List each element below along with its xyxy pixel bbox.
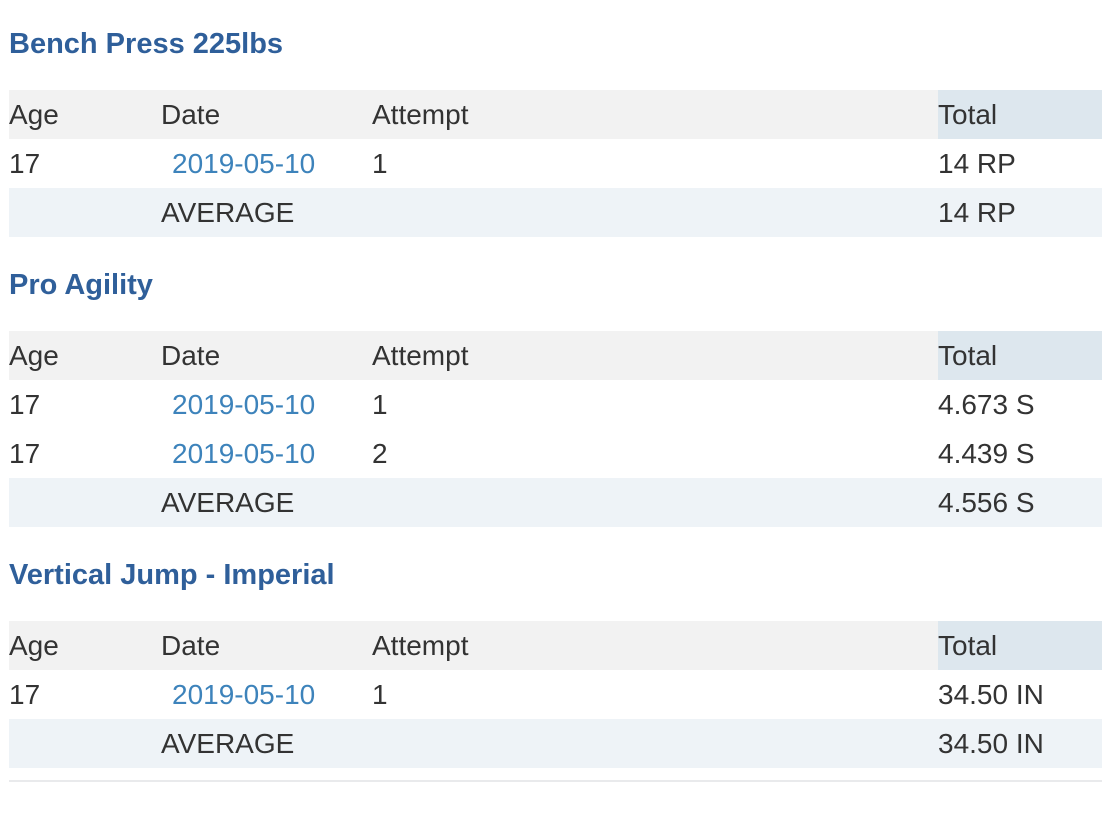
table-row: 17 2019-05-10 1 34.50 IN [9,670,1102,719]
date-link[interactable]: 2019-05-10 [172,438,316,469]
cell-age: 17 [9,380,161,429]
cell-empty [372,719,938,768]
cell-attempt: 1 [372,670,938,719]
average-row: AVERAGE 4.556 S [9,478,1102,527]
cell-age: 17 [9,670,161,719]
table-row: 17 2019-05-10 2 4.439 S [9,429,1102,478]
date-link[interactable]: 2019-05-10 [172,389,316,420]
column-header-total: Total [938,621,1102,670]
cell-age: 17 [9,139,161,188]
cell-date: 2019-05-10 [161,670,372,719]
date-link[interactable]: 2019-05-10 [172,679,316,710]
average-total: 4.556 S [938,478,1102,527]
results-table-bench-press: Age Date Attempt Total 17 2019-05-10 1 1… [9,90,1102,237]
average-row: AVERAGE 14 RP [9,188,1102,237]
section-title: Pro Agility [9,269,153,301]
average-label: AVERAGE [161,478,372,527]
average-label: AVERAGE [161,719,372,768]
section-pro-agility: Pro Agility Age Date Attempt Total 17 20… [9,237,1102,527]
table-header-row: Age Date Attempt Total [9,90,1102,139]
results-page: Bench Press 225lbs Age Date Attempt Tota… [9,0,1102,782]
column-header-attempt: Attempt [372,331,938,380]
bottom-divider [9,780,1102,782]
table-header-row: Age Date Attempt Total [9,331,1102,380]
cell-empty [9,188,161,237]
column-header-age: Age [9,90,161,139]
column-header-attempt: Attempt [372,621,938,670]
results-table-pro-agility: Age Date Attempt Total 17 2019-05-10 1 4… [9,331,1102,527]
cell-date: 2019-05-10 [161,429,372,478]
cell-empty [372,478,938,527]
section-vertical-jump: Vertical Jump - Imperial Age Date Attemp… [9,527,1102,782]
average-row: AVERAGE 34.50 IN [9,719,1102,768]
average-label: AVERAGE [161,188,372,237]
cell-total: 4.439 S [938,429,1102,478]
column-header-age: Age [9,621,161,670]
cell-age: 17 [9,429,161,478]
average-total: 34.50 IN [938,719,1102,768]
column-header-age: Age [9,331,161,380]
cell-total: 4.673 S [938,380,1102,429]
column-header-date: Date [161,90,372,139]
cell-empty [9,478,161,527]
cell-attempt: 1 [372,380,938,429]
column-header-date: Date [161,621,372,670]
table-row: 17 2019-05-10 1 14 RP [9,139,1102,188]
cell-date: 2019-05-10 [161,139,372,188]
cell-attempt: 1 [372,139,938,188]
column-header-total: Total [938,90,1102,139]
section-title: Bench Press 225lbs [9,28,284,60]
table-row: 17 2019-05-10 1 4.673 S [9,380,1102,429]
column-header-attempt: Attempt [372,90,938,139]
average-total: 14 RP [938,188,1102,237]
cell-total: 14 RP [938,139,1102,188]
cell-total: 34.50 IN [938,670,1102,719]
cell-empty [372,188,938,237]
column-header-total: Total [938,331,1102,380]
cell-date: 2019-05-10 [161,380,372,429]
section-title: Vertical Jump - Imperial [9,559,335,591]
table-header-row: Age Date Attempt Total [9,621,1102,670]
cell-empty [9,719,161,768]
cell-attempt: 2 [372,429,938,478]
results-table-vertical-jump: Age Date Attempt Total 17 2019-05-10 1 3… [9,621,1102,768]
date-link[interactable]: 2019-05-10 [172,148,316,179]
section-bench-press: Bench Press 225lbs Age Date Attempt Tota… [9,0,1102,237]
column-header-date: Date [161,331,372,380]
